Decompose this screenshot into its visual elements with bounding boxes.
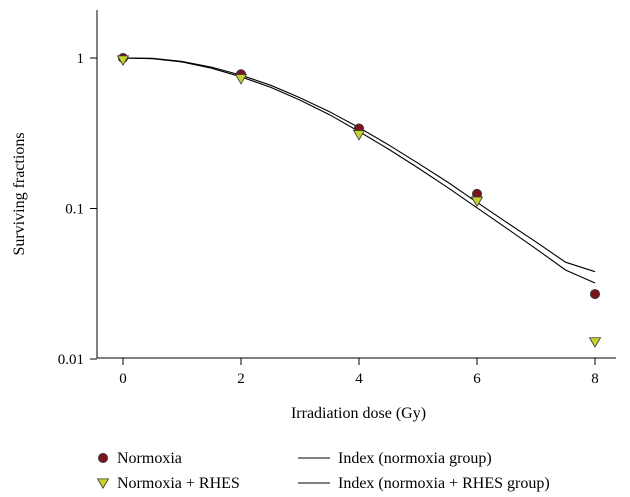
legend-label-fit-normoxia-rhes: Index (normoxia + RHES group) [338, 475, 550, 492]
ticks: 0 2 4 6 8 0.01 0.1 1 [58, 51, 599, 387]
point-normoxia-4 [590, 289, 601, 300]
y-tick-label-2: 1 [77, 51, 85, 67]
data-points [116, 53, 602, 348]
x-tick-label-1: 2 [237, 371, 245, 387]
legend-marker-normoxia-rhes [96, 478, 110, 490]
legend: Normoxia Normoxia + RHES Index (normoxia… [96, 450, 550, 492]
legend-label-normoxia-rhes: Normoxia + RHES [117, 475, 240, 492]
x-tick-label-4: 8 [591, 371, 599, 387]
x-tick-label-2: 4 [355, 371, 363, 387]
point-normoxia-rhes-3 [470, 196, 484, 208]
x-axis-title: Irradiation dose (Gy) [291, 405, 426, 422]
x-tick-label-0: 0 [119, 371, 127, 387]
point-normoxia-rhes-1 [234, 74, 248, 85]
point-normoxia-rhes-4 [588, 337, 602, 348]
legend-marker-normoxia [98, 452, 109, 463]
y-tick-label-0: 0.01 [58, 352, 84, 368]
point-normoxia-rhes-2 [352, 130, 366, 141]
legend-label-fit-normoxia: Index (normoxia group) [338, 450, 492, 467]
fit-line-0 [122, 57, 596, 273]
y-tick-label-1: 0.1 [65, 202, 84, 218]
y-axis-title: Surviving fractions [11, 132, 28, 255]
axes [96, 10, 616, 359]
point-normoxia-rhes-0 [116, 55, 130, 67]
legend-label-normoxia: Normoxia [117, 450, 182, 467]
fit-line-1 [122, 57, 596, 284]
fit-lines [122, 57, 596, 284]
x-tick-label-3: 6 [473, 371, 481, 387]
